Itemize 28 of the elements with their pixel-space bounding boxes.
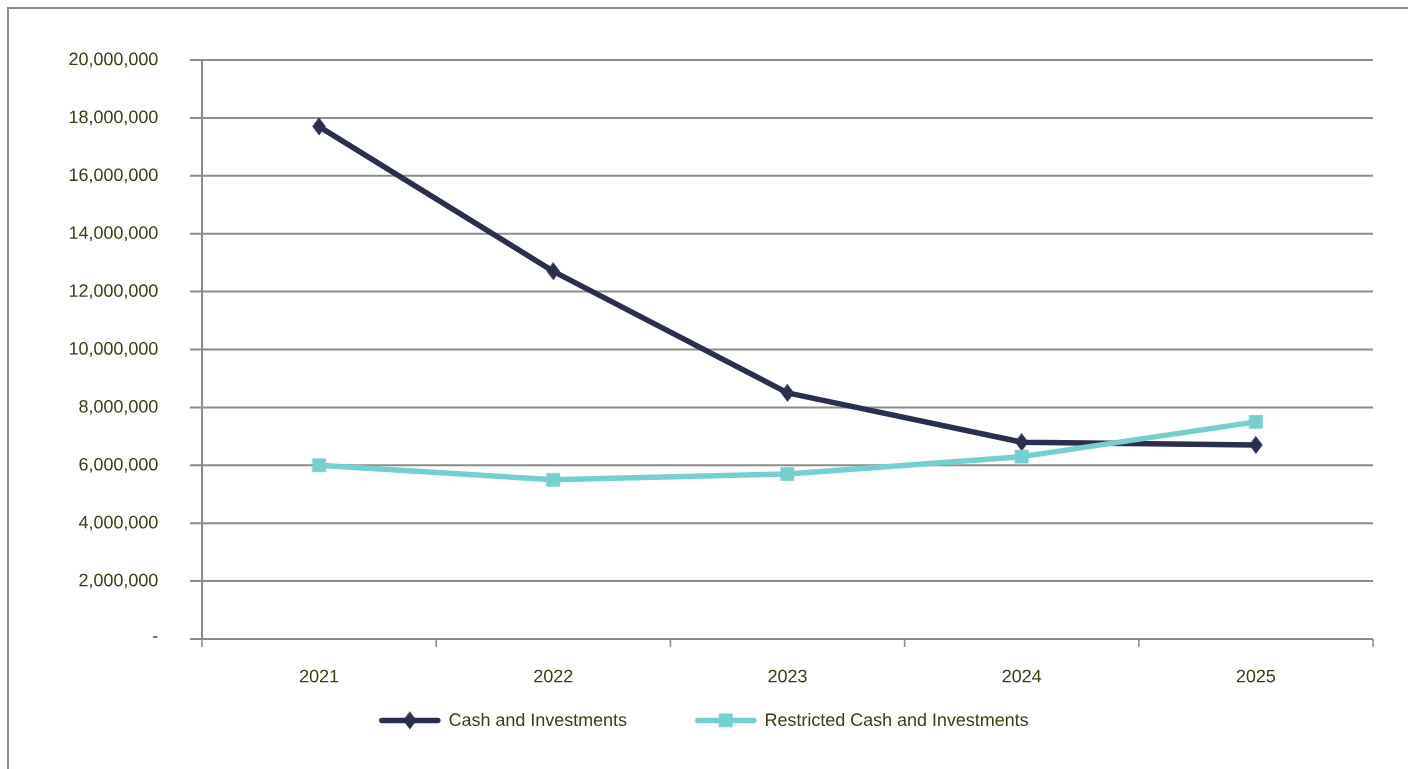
point <box>546 262 561 281</box>
x-tick-label: 2023 <box>768 669 807 683</box>
point <box>1249 415 1263 429</box>
y-tick-label: 10,000,000 <box>69 342 158 357</box>
x-tick-label: 2022 <box>534 669 573 683</box>
y-tick-label: 20,000,000 <box>69 52 158 68</box>
y-tick-label: - <box>153 636 158 638</box>
y-tick-label: 2,000,000 <box>79 573 158 589</box>
y-tick-label: 6,000,000 <box>79 457 158 473</box>
point <box>1014 449 1029 464</box>
point <box>312 458 326 473</box>
y-tick-label: 14,000,000 <box>69 226 158 242</box>
y-tick-label: 12,000,000 <box>69 284 158 299</box>
x-tick-label: 2021 <box>300 669 339 683</box>
point <box>1249 436 1263 454</box>
x-tick-label: 2024 <box>1002 669 1042 683</box>
point <box>546 472 561 487</box>
y-tick-label: 8,000,000 <box>79 399 158 415</box>
point <box>312 117 326 136</box>
point <box>1014 433 1029 451</box>
point <box>780 384 795 402</box>
y-tick-label: 4,000,000 <box>78 515 158 531</box>
legend-label: Cash and Investments <box>449 712 627 727</box>
y-tick-label: 18,000,000 <box>69 110 158 126</box>
y-tick-label: 16,000,000 <box>69 168 158 184</box>
x-tick-label: 2025 <box>1236 669 1276 683</box>
point <box>780 467 795 481</box>
legend-label: Restricted Cash and Investments <box>766 712 1028 727</box>
